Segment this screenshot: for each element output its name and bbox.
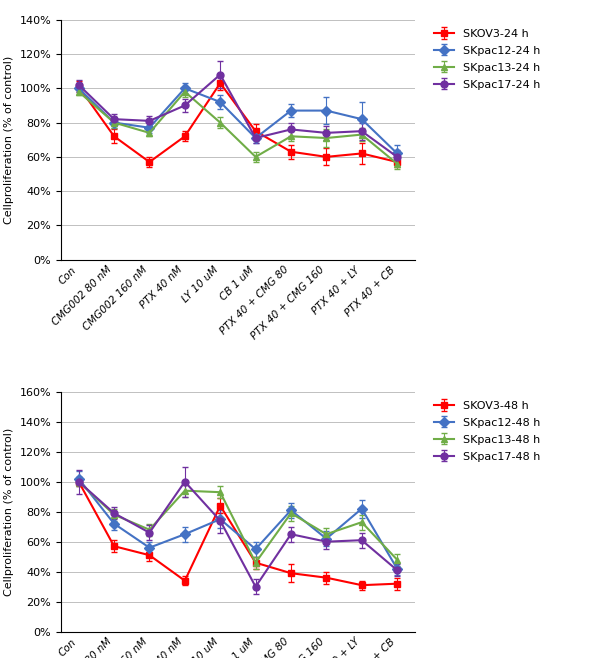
Legend: SKOV3-48 h, SKpac12-48 h, SKpac13-48 h, SKpac17-48 h: SKOV3-48 h, SKpac12-48 h, SKpac13-48 h, … (431, 397, 544, 465)
Legend: SKOV3-24 h, SKpac12-24 h, SKpac13-24 h, SKpac17-24 h: SKOV3-24 h, SKpac12-24 h, SKpac13-24 h, … (431, 25, 544, 93)
Y-axis label: Cellproliferation (% of control): Cellproliferation (% of control) (4, 56, 14, 224)
Y-axis label: Cellproliferation (% of control): Cellproliferation (% of control) (4, 428, 14, 595)
